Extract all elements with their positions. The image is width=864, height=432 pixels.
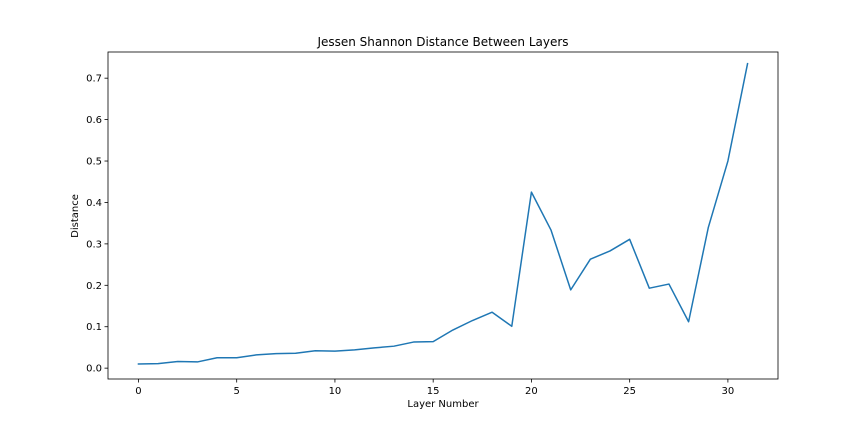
y-tick-label-4: 0.4 <box>86 198 102 209</box>
y-tick-label-6: 0.6 <box>86 115 102 126</box>
x-tick-label-0: 0 <box>135 386 141 397</box>
y-tick-label-5: 0.5 <box>86 157 102 168</box>
chart-title: Jessen Shannon Distance Between Layers <box>316 35 568 49</box>
x-tick-label-5: 25 <box>623 386 636 397</box>
x-tick-label-3: 15 <box>427 386 440 397</box>
x-tick-label-4: 20 <box>525 386 538 397</box>
x-tick-label-1: 5 <box>234 386 240 397</box>
series-line-0 <box>137 62 749 365</box>
y-tick-label-1: 0.1 <box>86 322 102 333</box>
y-tick-label-7: 0.7 <box>86 74 102 85</box>
plot-area: 0 5 10 15 20 25 30 0.0 0.1 0.2 0.3 0.4 0.5 0.6 0.7 <box>86 51 779 397</box>
x-tick-label-6: 30 <box>722 386 735 397</box>
x-tick-label-2: 10 <box>329 386 342 397</box>
y-tick-label-2: 0.2 <box>86 281 102 292</box>
x-axis-label: Layer Number <box>407 399 479 410</box>
y-tick-label-0: 0.0 <box>86 364 102 375</box>
y-tick-label-3: 0.3 <box>86 239 102 250</box>
plot-frame <box>107 51 779 380</box>
y-axis-label: Distance <box>70 194 81 238</box>
